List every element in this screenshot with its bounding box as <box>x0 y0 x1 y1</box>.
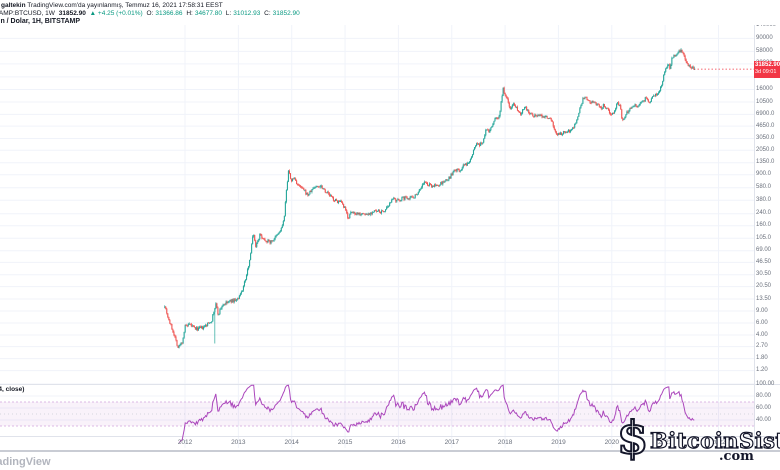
watermark-site-name: BitcoinSistemi <box>649 427 780 453</box>
rsi-axis-label: 100.00 <box>756 380 775 387</box>
current-price-badge: 31852.90 3d 09:01 <box>754 60 780 78</box>
price-axis-label: 13.50 <box>756 295 772 302</box>
year-axis-label: 2013 <box>231 439 246 446</box>
price-change: ▲ +4.25 (+0.01%) <box>89 9 143 17</box>
year-axis-label: 2019 <box>551 439 566 446</box>
tradingview-logo: TradingView <box>0 456 51 468</box>
rsi-axis-label: 60.00 <box>756 404 772 411</box>
publish-timestamp: TradingView.com'da yayınlanmış, Temmuz 1… <box>25 2 223 9</box>
price-axis-label: 105.0 <box>756 234 772 241</box>
high-value: 34677.80 <box>194 9 222 17</box>
price-axis-label: 1350.0 <box>756 159 775 166</box>
price-axis[interactable]: 1400009000058000380002450016000105006900… <box>755 25 780 383</box>
low-value: 31012.93 <box>233 9 261 17</box>
rsi-axis-label: 40.00 <box>756 416 772 423</box>
high-label: H: <box>186 9 193 17</box>
price-axis-label: 1.80 <box>756 355 768 362</box>
price-axis-label: 9.00 <box>756 307 768 314</box>
price-axis-label: 3050.0 <box>756 135 775 141</box>
rsi-axis[interactable]: 100.00 80.00 60.00 40.00 <box>755 380 780 434</box>
year-axis-label: 2015 <box>337 439 353 446</box>
watermark-domain-suffix: .com <box>719 449 754 464</box>
price-axis-label: 240.0 <box>756 210 772 217</box>
price-axis-label: 58000 <box>756 47 773 54</box>
bitcoin-logo-icon: $ <box>616 411 649 464</box>
current-price-value: 31852.90 <box>755 61 780 68</box>
chart-legend: Bitcoin / Dolar, 1H, BITSTAMP <box>0 17 81 25</box>
price-axis-label: 900.0 <box>756 171 772 178</box>
price-axis-label: 6.00 <box>756 319 768 326</box>
price-axis-label: 6900.0 <box>756 110 775 117</box>
year-axis-label: 2018 <box>497 439 513 446</box>
open-value: 31366.86 <box>155 9 183 17</box>
close-value: 31852.90 <box>272 9 300 17</box>
price-axis-label: 160.0 <box>756 222 772 229</box>
price-axis-label: 140000 <box>756 25 776 28</box>
rsi-axis-label: 80.00 <box>756 392 772 399</box>
rsi-legend: RSI (14, close) <box>0 386 25 393</box>
price-axis-label: 1.20 <box>756 367 768 374</box>
time-axis[interactable]: 2012 2013 2014 2015 2016 2017 2018 2019 2020 2021… <box>0 438 754 450</box>
price-axis-label: 30.50 <box>756 271 772 278</box>
symbol-name: BITSTAMP:BTCUSD, 1W <box>0 9 55 17</box>
symbol-info-line: BITSTAMP:BTCUSD, 1W 31852.90 ▲ +4.25 (+0… <box>0 10 302 17</box>
price-axis-label: 16000 <box>756 86 773 92</box>
publish-info: galtekin TradingView.com'da yayınlanmış,… <box>1 2 223 9</box>
price-axis-label: 380.0 <box>756 196 772 203</box>
price-axis-label: 4.00 <box>756 331 768 338</box>
price-axis-label: 2.70 <box>756 343 768 350</box>
footer-divider <box>0 450 780 452</box>
price-axis-label: 69.00 <box>756 247 772 254</box>
price-axis-label: 20.50 <box>756 283 772 290</box>
last-price: 31852.90 <box>58 9 86 17</box>
price-axis-label: 10500 <box>756 98 773 105</box>
year-axis-label: 2020 <box>604 439 620 446</box>
year-axis-label: 2012 <box>177 439 193 446</box>
price-axis-label: 580.0 <box>756 184 772 191</box>
publisher-username: galtekin <box>1 2 26 9</box>
price-axis-label: 46.50 <box>756 258 772 265</box>
year-axis-label: 2014 <box>284 439 299 446</box>
price-axis-label: 2050.0 <box>756 146 775 153</box>
year-axis-label: 2021 <box>657 439 673 446</box>
close-label: C: <box>264 9 271 17</box>
low-label: L: <box>225 9 232 17</box>
open-label: O: <box>146 9 154 17</box>
year-axis-label: 2022 <box>711 439 726 446</box>
price-axis-label: 90000 <box>756 34 773 41</box>
year-axis-label: 2016 <box>391 439 406 446</box>
year-axis-label: 2017 <box>444 439 460 446</box>
bar-countdown: 3d 09:01 <box>755 68 777 75</box>
price-axis-label: 4650.0 <box>756 122 775 129</box>
